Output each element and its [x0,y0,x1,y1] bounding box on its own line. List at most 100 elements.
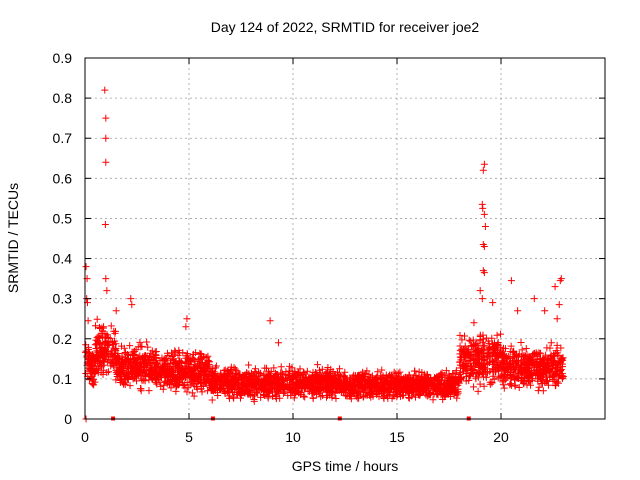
data-point [147,367,155,375]
data-point [547,355,555,363]
data-point [458,336,466,344]
data-point [141,363,149,371]
data-point [480,243,488,251]
data-point [101,345,109,353]
data-point [522,345,530,353]
data-point [164,378,172,386]
data-point [539,361,547,369]
data-point [397,384,405,392]
data-point [183,315,191,323]
data-point [267,367,275,375]
data-point [111,337,119,345]
data-point [474,348,482,356]
data-point [557,344,565,352]
x-tick-label: 15 [389,429,405,445]
data-point [540,356,548,364]
data-point [88,379,96,387]
grid-lines [85,58,605,419]
data-point [466,356,474,364]
data-point [165,370,173,378]
data-point [154,375,162,383]
data-point [156,369,164,377]
data-point [280,383,288,391]
data-point [172,377,180,385]
data-point [517,338,525,346]
data-point [177,358,185,366]
data-point [519,369,527,377]
y-axis-label: SRMTID / TECUs [5,183,21,293]
data-point [148,366,156,374]
data-point [393,375,401,383]
data-point [397,373,405,381]
data-point [418,369,426,377]
data-point [192,364,200,372]
data-point [197,368,205,376]
data-point [175,375,183,383]
data-point [106,334,114,342]
data-point [341,380,349,388]
data-point [488,379,496,387]
data-point [470,319,478,327]
data-point [442,367,450,375]
data-point [439,387,447,395]
data-point [220,367,228,375]
data-point [521,352,529,360]
data-point [553,378,561,386]
data-point [195,373,203,381]
data-point [174,381,182,389]
data-point [510,366,518,374]
data-point [441,381,449,389]
data-point [367,384,375,392]
data-point [101,353,109,361]
data-point [113,352,121,360]
data-point [277,363,285,371]
plot-frame [84,57,606,420]
data-point [128,301,136,309]
data-point [476,359,484,367]
data-point [339,383,347,391]
data-point [479,331,487,339]
data-point [190,374,198,382]
data-point [175,346,183,354]
data-point [337,378,345,386]
data-point [192,383,200,391]
x-axis-label: GPS time / hours [292,458,399,474]
data-point [508,381,516,389]
y-tick-label: 0 [64,411,72,427]
data-point [390,368,398,376]
data-point [520,351,528,359]
y-tick-label: 0.3 [53,291,73,307]
data-point [492,341,500,349]
data-point [141,370,149,378]
data-point [208,382,216,390]
data-point [553,315,561,323]
data-point [343,376,351,384]
data-point [479,204,487,212]
data-point [378,373,386,381]
data-point [332,394,340,402]
data-point [310,384,318,392]
data-point [403,376,411,384]
data-point [480,210,488,218]
data-point [208,396,216,404]
data-point [506,363,514,371]
data-point [499,378,507,386]
data-point [386,372,394,380]
data-point [236,370,244,378]
data-point [544,381,552,389]
data-point [158,363,166,371]
data-point [480,382,488,390]
data-point [374,368,382,376]
data-point [273,371,281,379]
data-point [405,371,413,379]
data-point [245,361,253,369]
data-point [276,394,284,402]
data-point [481,222,489,230]
y-tick-label: 0.6 [53,170,73,186]
data-point [271,369,279,377]
data-point [238,375,246,383]
data-point [497,330,505,338]
data-point [95,338,103,346]
data-point [171,359,179,367]
data-point [415,373,423,381]
